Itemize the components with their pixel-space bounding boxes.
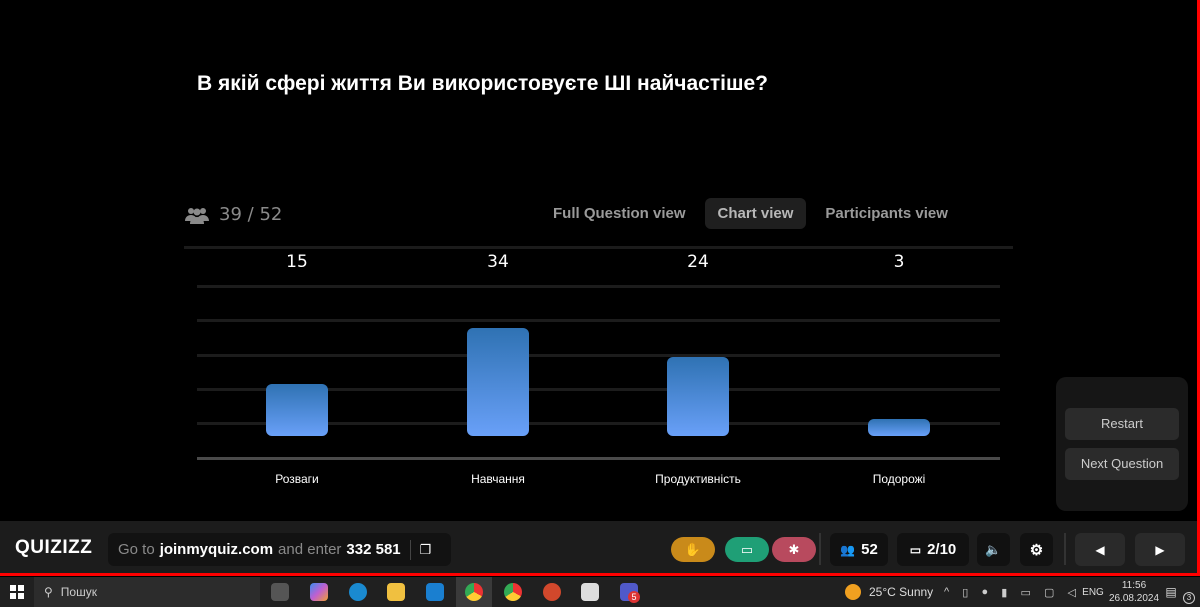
windows-start-icon[interactable]: [6, 577, 28, 607]
speaker-icon: 🔈: [985, 541, 1002, 557]
chrome-icon[interactable]: [504, 583, 522, 601]
join-instructions: Go to joinmyquiz.com and enter 332 581 ❐: [108, 533, 451, 566]
app-icon[interactable]: [581, 583, 599, 601]
weather-sun-icon: [845, 584, 861, 600]
category-label: Навчання: [471, 472, 525, 486]
sound-button[interactable]: 🔈: [977, 533, 1010, 566]
view-tabs: Full Question view Chart view Participan…: [540, 198, 961, 229]
divider: [819, 533, 821, 565]
join-url: joinmyquiz.com: [159, 541, 274, 558]
previous-button[interactable]: ◀: [1075, 533, 1125, 566]
slide-counter: 2/10: [927, 541, 957, 558]
volume-icon: ◁: [1067, 586, 1076, 599]
copy-icon[interactable]: ❐: [419, 541, 432, 557]
divider: [1064, 533, 1066, 565]
category-label: Розваги: [275, 472, 319, 486]
slide-counter-button[interactable]: ▭ 2/10: [897, 533, 969, 566]
join-mid: and enter: [278, 541, 342, 558]
question-title: В якій сфері життя Ви використовуєте ШІ …: [197, 72, 768, 95]
screen-button[interactable]: ▭: [725, 537, 769, 562]
gridline: [197, 319, 1000, 322]
edge-icon[interactable]: [349, 583, 367, 601]
users-icon: [185, 207, 209, 224]
data-label: 15: [286, 252, 308, 272]
restart-button[interactable]: Restart: [1065, 408, 1179, 440]
data-label: 24: [687, 252, 709, 272]
chevron-left-icon: ◀: [1095, 542, 1105, 557]
quizizz-logo: QUIZIZZ: [15, 537, 93, 558]
tab-participants-view[interactable]: Participants view: [825, 205, 948, 222]
users-icon: 👥: [840, 542, 856, 557]
count-separator: /: [247, 204, 254, 225]
taskbar-search[interactable]: ⚲ Пошук: [34, 577, 260, 607]
clock-date: 26.08.2024: [1108, 593, 1160, 604]
participants-button[interactable]: 👥 52: [830, 533, 888, 566]
host-controls-panel: Restart Next Question: [1056, 377, 1188, 511]
bar-3: [667, 357, 729, 436]
tab-full-question-view[interactable]: Full Question view: [553, 205, 686, 222]
total-count: 52: [259, 204, 283, 225]
wheel-button[interactable]: ✱: [772, 537, 816, 562]
category-label: Продуктивність: [655, 472, 741, 486]
clock[interactable]: 11:56 26.08.2024: [1108, 579, 1160, 605]
bar-2: [467, 328, 529, 436]
meet-icon: ▯: [962, 586, 969, 599]
join-code: 332 581: [346, 541, 401, 558]
windows-taskbar: ⚲ Пошук 5 25°C Sunny ^ ▯ ● ▮ ▭ ▢ ◁ ENG 11:56 26.…: [0, 577, 1200, 607]
gridline: [197, 354, 1000, 357]
quiz-bottom-bar: QUIZIZZ Go to joinmyquiz.com and enter 3…: [0, 521, 1197, 573]
file-explorer-icon[interactable]: [387, 583, 405, 601]
participants-count: 52: [861, 541, 878, 558]
mic-icon: ▮: [1001, 586, 1008, 599]
hand-icon: ✋: [684, 541, 702, 557]
clock-time: 11:56: [1121, 580, 1147, 591]
chevron-up-icon: ^: [944, 586, 950, 598]
answered-count: 39: [219, 204, 242, 225]
category-label: Подорожі: [872, 472, 926, 486]
tab-chart-view[interactable]: Chart view: [704, 198, 807, 229]
gridline: [197, 285, 1000, 288]
bar-4: [868, 419, 930, 436]
task-view-icon[interactable]: [271, 583, 289, 601]
join-divider: [409, 539, 411, 560]
raise-hand-button[interactable]: ✋: [671, 537, 715, 562]
search-icon: ⚲: [44, 585, 53, 599]
gridline: [197, 422, 1000, 425]
header-divider: [184, 246, 1013, 249]
display-icon: ▢: [1043, 586, 1055, 599]
next-button[interactable]: ▶: [1135, 533, 1185, 566]
weather-text: 25°C Sunny: [869, 585, 934, 599]
copilot-icon[interactable]: [310, 583, 328, 601]
settings-button[interactable]: ⚙: [1020, 533, 1053, 566]
chrome-icon: [465, 583, 483, 601]
quizizz-app: В якій сфері життя Ви використовуєте ШІ …: [0, 0, 1200, 576]
response-count: 39 / 52: [185, 204, 282, 225]
powerpoint-icon[interactable]: [543, 583, 561, 601]
gridline: [197, 388, 1000, 391]
notification-badge: 3: [1183, 592, 1195, 604]
presentation-icon: ▭: [909, 542, 922, 557]
bar-1: [266, 383, 328, 436]
notifications-icon[interactable]: ▤: [1165, 585, 1177, 599]
screen-icon: ▭: [740, 541, 754, 557]
system-tray[interactable]: ^ ▯ ● ▮ ▭ ▢ ◁: [944, 577, 1076, 607]
bar-chart: 15 Розваги 34 Навчання 24 Продуктивність 3 Подо…: [197, 252, 1000, 486]
chart-baseline: [197, 457, 1000, 460]
gear-icon: ⚙: [1029, 541, 1044, 559]
mail-icon[interactable]: [426, 583, 444, 601]
teams-badge: 5: [628, 591, 640, 603]
data-label: 3: [893, 252, 905, 272]
language-indicator[interactable]: ENG: [1082, 586, 1104, 598]
search-placeholder: Пошук: [60, 585, 97, 599]
chrome-active-taskbar-button[interactable]: [456, 577, 492, 607]
wheel-icon: ✱: [788, 541, 800, 557]
weather-widget[interactable]: 25°C Sunny: [845, 577, 933, 607]
join-prefix: Go to: [118, 541, 155, 558]
chevron-right-icon: ▶: [1155, 542, 1165, 557]
data-label: 34: [487, 252, 509, 272]
next-question-button[interactable]: Next Question: [1065, 448, 1179, 480]
network-icon: ●: [981, 586, 989, 598]
battery-icon: ▭: [1020, 586, 1031, 599]
